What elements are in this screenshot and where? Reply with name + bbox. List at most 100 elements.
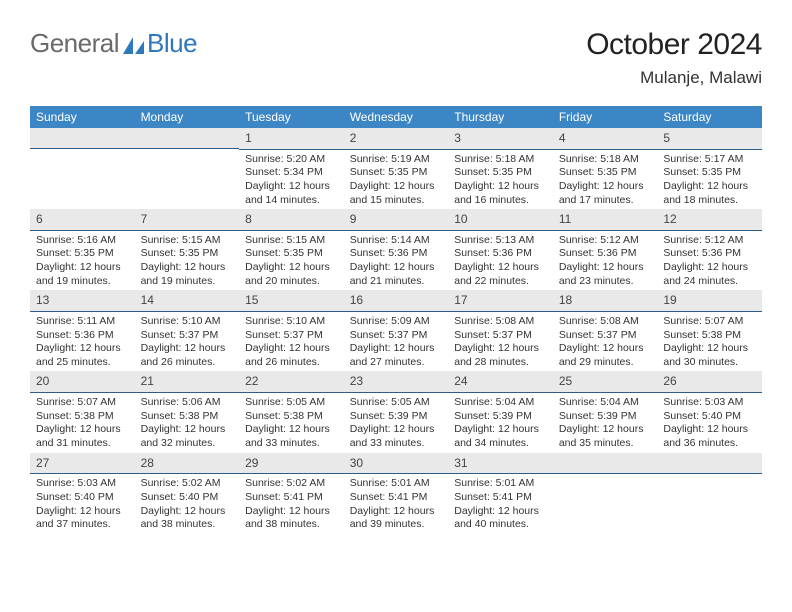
location: Mulanje, Malawi <box>586 68 762 88</box>
daylight-line: Daylight: 12 hours and 17 minutes. <box>559 180 652 207</box>
sunrise-line: Sunrise: 5:03 AM <box>663 396 756 410</box>
sunset-line: Sunset: 5:39 PM <box>559 410 652 424</box>
day-number: 25 <box>553 371 658 393</box>
day-number: 8 <box>239 209 344 231</box>
calendar-week-row: 20Sunrise: 5:07 AMSunset: 5:38 PMDayligh… <box>30 371 762 452</box>
daylight-line: Daylight: 12 hours and 34 minutes. <box>454 423 547 450</box>
daylight-line: Daylight: 12 hours and 20 minutes. <box>245 261 338 288</box>
calendar-cell: 23Sunrise: 5:05 AMSunset: 5:39 PMDayligh… <box>344 371 449 452</box>
calendar-cell: 24Sunrise: 5:04 AMSunset: 5:39 PMDayligh… <box>448 371 553 452</box>
logo: General Blue <box>30 28 197 59</box>
day-number <box>657 453 762 474</box>
daylight-line: Daylight: 12 hours and 23 minutes. <box>559 261 652 288</box>
sunset-line: Sunset: 5:36 PM <box>36 329 129 343</box>
daylight-line: Daylight: 12 hours and 32 minutes. <box>141 423 234 450</box>
day-number: 14 <box>135 290 240 312</box>
day-details: Sunrise: 5:01 AMSunset: 5:41 PMDaylight:… <box>344 474 449 534</box>
sunrise-line: Sunrise: 5:04 AM <box>559 396 652 410</box>
day-details: Sunrise: 5:18 AMSunset: 5:35 PMDaylight:… <box>448 150 553 210</box>
daylight-line: Daylight: 12 hours and 21 minutes. <box>350 261 443 288</box>
day-number: 26 <box>657 371 762 393</box>
day-number: 4 <box>553 128 658 150</box>
calendar-cell <box>135 128 240 209</box>
day-number: 23 <box>344 371 449 393</box>
day-details: Sunrise: 5:04 AMSunset: 5:39 PMDaylight:… <box>553 393 658 453</box>
logo-text-blue: Blue <box>147 28 197 59</box>
calendar-week-row: 1Sunrise: 5:20 AMSunset: 5:34 PMDaylight… <box>30 128 762 209</box>
daylight-line: Daylight: 12 hours and 22 minutes. <box>454 261 547 288</box>
sunrise-line: Sunrise: 5:18 AM <box>454 153 547 167</box>
day-number: 21 <box>135 371 240 393</box>
sunset-line: Sunset: 5:34 PM <box>245 166 338 180</box>
daylight-line: Daylight: 12 hours and 28 minutes. <box>454 342 547 369</box>
sunrise-line: Sunrise: 5:08 AM <box>559 315 652 329</box>
day-details: Sunrise: 5:12 AMSunset: 5:36 PMDaylight:… <box>657 231 762 291</box>
daylight-line: Daylight: 12 hours and 19 minutes. <box>36 261 129 288</box>
page-header: General Blue October 2024 Mulanje, Malaw… <box>30 28 762 88</box>
sunrise-line: Sunrise: 5:06 AM <box>141 396 234 410</box>
sunrise-line: Sunrise: 5:10 AM <box>245 315 338 329</box>
logo-sail-icon <box>123 31 145 62</box>
day-details: Sunrise: 5:05 AMSunset: 5:39 PMDaylight:… <box>344 393 449 453</box>
day-details: Sunrise: 5:08 AMSunset: 5:37 PMDaylight:… <box>448 312 553 372</box>
sunrise-line: Sunrise: 5:10 AM <box>141 315 234 329</box>
calendar-week-row: 27Sunrise: 5:03 AMSunset: 5:40 PMDayligh… <box>30 453 762 534</box>
day-number: 31 <box>448 453 553 475</box>
calendar-cell: 26Sunrise: 5:03 AMSunset: 5:40 PMDayligh… <box>657 371 762 452</box>
day-details: Sunrise: 5:08 AMSunset: 5:37 PMDaylight:… <box>553 312 658 372</box>
day-details: Sunrise: 5:10 AMSunset: 5:37 PMDaylight:… <box>135 312 240 372</box>
day-details: Sunrise: 5:19 AMSunset: 5:35 PMDaylight:… <box>344 150 449 210</box>
daylight-line: Daylight: 12 hours and 36 minutes. <box>663 423 756 450</box>
sunset-line: Sunset: 5:41 PM <box>350 491 443 505</box>
daynames-row: SundayMondayTuesdayWednesdayThursdayFrid… <box>30 106 762 128</box>
calendar-cell: 21Sunrise: 5:06 AMSunset: 5:38 PMDayligh… <box>135 371 240 452</box>
calendar-cell: 30Sunrise: 5:01 AMSunset: 5:41 PMDayligh… <box>344 453 449 534</box>
sunrise-line: Sunrise: 5:12 AM <box>559 234 652 248</box>
calendar-cell: 11Sunrise: 5:12 AMSunset: 5:36 PMDayligh… <box>553 209 658 290</box>
calendar-cell <box>657 453 762 534</box>
sunset-line: Sunset: 5:35 PM <box>663 166 756 180</box>
day-details: Sunrise: 5:13 AMSunset: 5:36 PMDaylight:… <box>448 231 553 291</box>
calendar-cell: 22Sunrise: 5:05 AMSunset: 5:38 PMDayligh… <box>239 371 344 452</box>
day-number: 2 <box>344 128 449 150</box>
day-number: 30 <box>344 453 449 475</box>
day-details: Sunrise: 5:14 AMSunset: 5:36 PMDaylight:… <box>344 231 449 291</box>
sunrise-line: Sunrise: 5:07 AM <box>663 315 756 329</box>
day-details: Sunrise: 5:16 AMSunset: 5:35 PMDaylight:… <box>30 231 135 291</box>
sunset-line: Sunset: 5:40 PM <box>141 491 234 505</box>
day-details: Sunrise: 5:11 AMSunset: 5:36 PMDaylight:… <box>30 312 135 372</box>
dayname-header: Wednesday <box>344 106 449 128</box>
calendar-cell: 12Sunrise: 5:12 AMSunset: 5:36 PMDayligh… <box>657 209 762 290</box>
day-details: Sunrise: 5:09 AMSunset: 5:37 PMDaylight:… <box>344 312 449 372</box>
calendar-cell: 5Sunrise: 5:17 AMSunset: 5:35 PMDaylight… <box>657 128 762 209</box>
dayname-header: Friday <box>553 106 658 128</box>
day-number: 18 <box>553 290 658 312</box>
sunrise-line: Sunrise: 5:12 AM <box>663 234 756 248</box>
daylight-line: Daylight: 12 hours and 18 minutes. <box>663 180 756 207</box>
sunrise-line: Sunrise: 5:15 AM <box>245 234 338 248</box>
sunset-line: Sunset: 5:37 PM <box>454 329 547 343</box>
sunset-line: Sunset: 5:37 PM <box>350 329 443 343</box>
sunset-line: Sunset: 5:40 PM <box>36 491 129 505</box>
sunset-line: Sunset: 5:37 PM <box>141 329 234 343</box>
day-number: 16 <box>344 290 449 312</box>
day-details: Sunrise: 5:10 AMSunset: 5:37 PMDaylight:… <box>239 312 344 372</box>
day-number: 9 <box>344 209 449 231</box>
calendar-cell: 20Sunrise: 5:07 AMSunset: 5:38 PMDayligh… <box>30 371 135 452</box>
day-details: Sunrise: 5:15 AMSunset: 5:35 PMDaylight:… <box>135 231 240 291</box>
calendar-cell: 9Sunrise: 5:14 AMSunset: 5:36 PMDaylight… <box>344 209 449 290</box>
calendar-cell: 16Sunrise: 5:09 AMSunset: 5:37 PMDayligh… <box>344 290 449 371</box>
day-details: Sunrise: 5:03 AMSunset: 5:40 PMDaylight:… <box>657 393 762 453</box>
day-details: Sunrise: 5:06 AMSunset: 5:38 PMDaylight:… <box>135 393 240 453</box>
sunset-line: Sunset: 5:35 PM <box>141 247 234 261</box>
day-number: 11 <box>553 209 658 231</box>
sunset-line: Sunset: 5:37 PM <box>245 329 338 343</box>
day-number: 7 <box>135 209 240 231</box>
sunset-line: Sunset: 5:35 PM <box>559 166 652 180</box>
daylight-line: Daylight: 12 hours and 15 minutes. <box>350 180 443 207</box>
daylight-line: Daylight: 12 hours and 31 minutes. <box>36 423 129 450</box>
day-number: 28 <box>135 453 240 475</box>
calendar-cell: 10Sunrise: 5:13 AMSunset: 5:36 PMDayligh… <box>448 209 553 290</box>
sunrise-line: Sunrise: 5:11 AM <box>36 315 129 329</box>
sunrise-line: Sunrise: 5:05 AM <box>245 396 338 410</box>
